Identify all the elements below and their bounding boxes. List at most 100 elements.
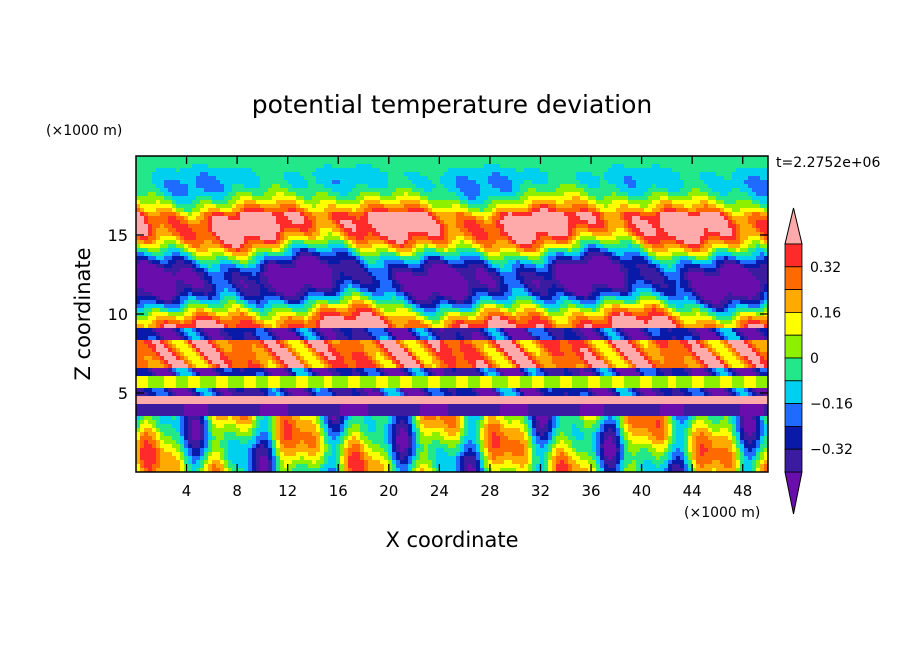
contour-cell [148,228,153,233]
contour-cell [272,256,277,261]
contour-cell [480,188,485,193]
contour-cell [144,280,149,285]
contour-cell [228,156,233,161]
contour-cell [276,228,281,233]
contour-cell [452,252,457,257]
contour-cell [300,232,305,237]
contour-cell [288,224,293,229]
contour-cell [364,236,369,241]
contour-cell [292,172,297,177]
contour-cell [172,260,177,265]
contour-cell [500,204,505,209]
contour-cell [180,220,185,225]
contour-cell [712,180,717,185]
contour-cell [344,172,349,177]
contour-cell [176,160,181,165]
contour-cell [324,228,329,233]
contour-cell [716,276,721,281]
contour-cell [232,156,237,161]
contour-cell [304,156,309,161]
contour-cell [400,264,405,269]
contour-cell [436,264,441,269]
contour-cell [300,236,305,241]
contour-cell [556,232,561,237]
contour-cell [720,172,725,177]
contour-cell [216,236,221,241]
contour-cell [324,224,329,229]
contour-cell [636,268,641,273]
contour-cell [756,276,761,281]
contour-cell [684,256,689,261]
contour-cell [448,240,453,245]
contour-cell [600,228,605,233]
contour-cell [464,240,469,245]
contour-cell [576,228,581,233]
contour-cell [248,164,253,169]
contour-cell [280,268,285,273]
contour-cell [668,240,673,245]
contour-cell [184,244,189,249]
contour-cell [412,184,417,189]
contour-cell [640,184,645,189]
contour-cell [676,268,681,273]
contour-cell [660,192,665,197]
contour-cell [312,220,317,225]
contour-cell [444,232,449,237]
contour-cell [164,200,169,205]
contour-cell [180,228,185,233]
contour-cell [664,168,669,173]
contour-cell [364,208,369,213]
contour-cell [568,156,573,161]
contour-cell [400,212,405,217]
contour-cell [276,260,281,265]
contour-cell [336,168,341,173]
contour-cell [260,220,265,225]
contour-cell [272,248,277,253]
contour-cell [168,232,173,237]
contour-cell [268,192,273,197]
contour-cell [236,172,241,177]
contour-cell [760,188,765,193]
contour-cell [712,196,717,201]
contour-cell [388,196,393,201]
contour-cell [664,244,669,249]
contour-cell [440,176,445,181]
contour-cell [196,236,201,241]
contour-cell [172,216,177,221]
contour-cell [136,212,141,217]
contour-cell [252,260,257,265]
contour-cell [360,220,365,225]
contour-cell [224,168,229,173]
contour-cell [632,176,637,181]
contour-cell [240,160,245,165]
contour-cell [140,256,145,261]
contour-cell [136,196,141,201]
contour-cell [592,240,597,245]
contour-cell [152,256,157,261]
contour-cell [552,248,557,253]
contour-cell [228,184,233,189]
contour-cell [528,180,533,185]
contour-cell [468,272,473,277]
contour-cell [452,276,457,281]
contour-cell [556,272,561,277]
contour-cell [280,280,285,285]
contour-cell [416,216,421,221]
contour-cell [616,260,621,265]
contour-cell [684,224,689,229]
contour-cell [700,248,705,253]
contour-cell [352,228,357,233]
contour-cell [136,252,141,257]
contour-cell [344,232,349,237]
contour-cell [240,168,245,173]
contour-cell [296,252,301,257]
contour-cell [392,180,397,185]
contour-cell [552,184,557,189]
contour-cell [232,196,237,201]
contour-cell [164,276,169,281]
contour-cell [676,192,681,197]
contour-cell [280,216,285,221]
contour-cell [712,240,717,245]
contour-cell [212,172,217,177]
contour-cell [168,196,173,201]
